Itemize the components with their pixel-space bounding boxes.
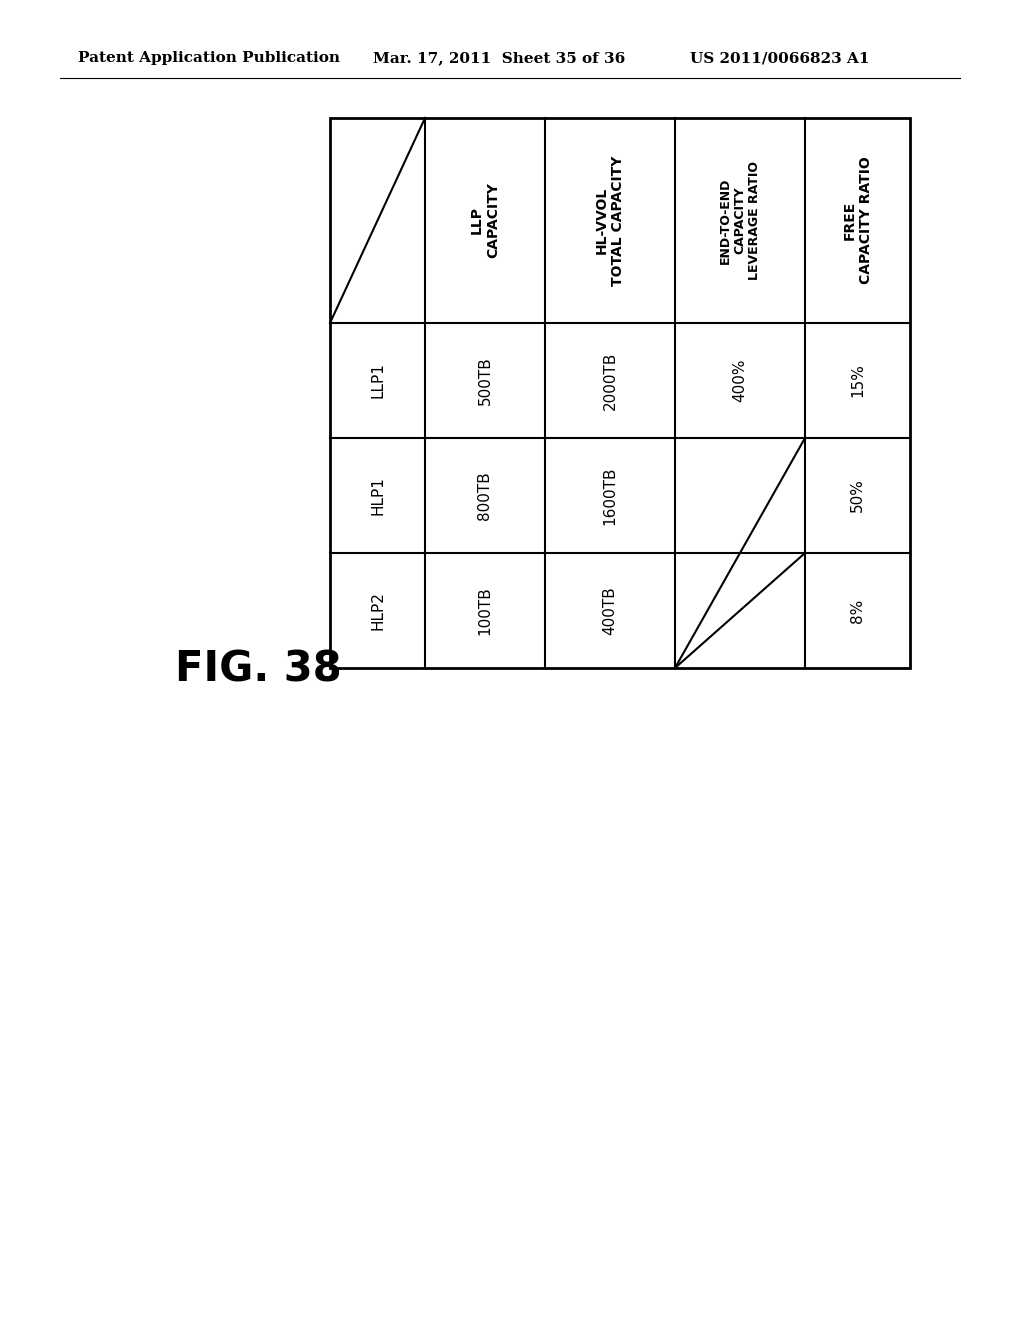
Text: FREE
CAPACITY RATIO: FREE CAPACITY RATIO xyxy=(843,157,872,284)
Text: 1600TB: 1600TB xyxy=(602,466,617,525)
Text: LLP
CAPACITY: LLP CAPACITY xyxy=(470,182,500,259)
Text: END-TO-END
CAPACITY
LEVERAGE RATIO: END-TO-END CAPACITY LEVERAGE RATIO xyxy=(719,161,762,280)
Text: US 2011/0066823 A1: US 2011/0066823 A1 xyxy=(690,51,869,65)
Text: 400%: 400% xyxy=(732,359,748,403)
Text: HLP1: HLP1 xyxy=(370,477,385,515)
Text: Mar. 17, 2011  Sheet 35 of 36: Mar. 17, 2011 Sheet 35 of 36 xyxy=(373,51,626,65)
Text: HLP2: HLP2 xyxy=(370,591,385,630)
Text: Patent Application Publication: Patent Application Publication xyxy=(78,51,340,65)
Text: 50%: 50% xyxy=(850,479,865,512)
Text: LLP1: LLP1 xyxy=(370,363,385,399)
Text: 800TB: 800TB xyxy=(477,471,493,520)
Text: 2000TB: 2000TB xyxy=(602,351,617,409)
Text: FIG. 38: FIG. 38 xyxy=(175,649,342,690)
Text: 15%: 15% xyxy=(850,363,865,397)
Text: 8%: 8% xyxy=(850,598,865,623)
Text: 500TB: 500TB xyxy=(477,356,493,405)
Text: 400TB: 400TB xyxy=(602,586,617,635)
Text: 100TB: 100TB xyxy=(477,586,493,635)
Text: HL-VVOL
TOTAL CAPACITY: HL-VVOL TOTAL CAPACITY xyxy=(595,156,625,285)
Bar xyxy=(330,117,910,668)
